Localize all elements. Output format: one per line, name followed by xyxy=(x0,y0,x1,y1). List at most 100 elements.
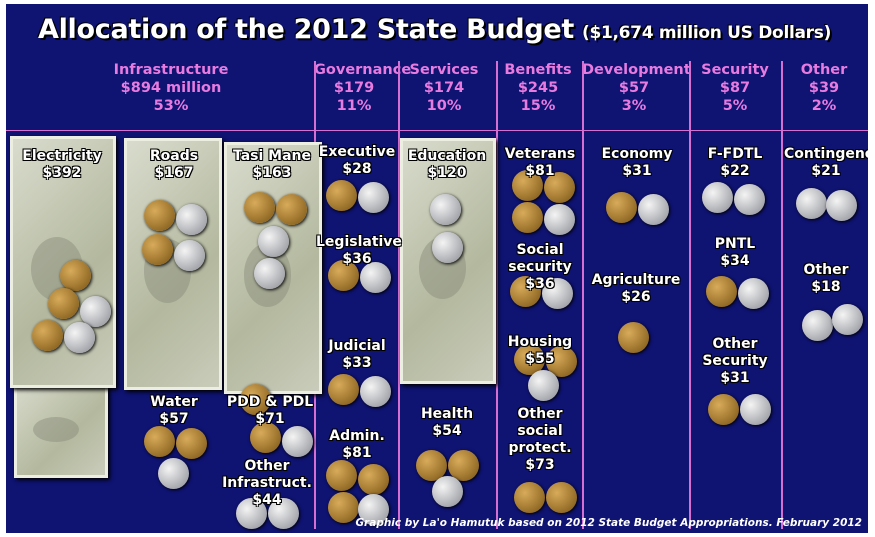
coin-image xyxy=(432,476,463,507)
item-health: Health $54 xyxy=(402,406,492,440)
item-amount: $18 xyxy=(786,279,866,296)
item-name: Roads xyxy=(132,148,216,165)
item-name: Education xyxy=(402,148,492,165)
category-amount: $39 xyxy=(786,79,862,97)
category-name: Security xyxy=(692,61,778,79)
coin-image xyxy=(276,194,307,225)
coin-image xyxy=(512,202,543,233)
item-name: Housing xyxy=(500,334,580,351)
coin-image xyxy=(740,394,771,425)
category-percent: 2% xyxy=(786,97,862,115)
item-amount: $163 xyxy=(226,165,318,182)
item-executive: Executive $28 xyxy=(318,144,396,178)
coin-image xyxy=(144,200,175,231)
category-name: Services xyxy=(404,61,484,79)
credit-line: Graphic by La'o Hamutuk based on 2012 St… xyxy=(355,517,862,529)
category-percent: 3% xyxy=(582,97,686,115)
category-percent: 53% xyxy=(96,97,246,115)
item-other: Other $18 xyxy=(786,262,866,296)
header-benefits: Benefits $245 15% xyxy=(497,61,579,115)
item-name: Admin. xyxy=(318,428,396,445)
item-amount: $71 xyxy=(220,411,320,428)
item-social-security: Social security $36 xyxy=(502,242,578,293)
coin-image xyxy=(158,458,189,489)
header-infrastructure: Infrastructure $894 million 53% xyxy=(96,61,246,115)
item-economy: Economy $31 xyxy=(590,146,684,180)
item-amount: $120 xyxy=(402,165,492,182)
category-name: Other xyxy=(786,61,862,79)
item-tasi-mane: Tasi Mane $163 xyxy=(226,148,318,182)
item-agriculture: Agriculture $26 xyxy=(586,272,686,306)
item-name: Tasi Mane xyxy=(226,148,318,165)
coin-image xyxy=(258,226,289,257)
coin-image xyxy=(328,492,359,523)
item-name: PNTL xyxy=(692,236,778,253)
item-legislative: Legislative $36 xyxy=(316,234,398,268)
item-amount: $36 xyxy=(316,251,398,268)
coin-image xyxy=(832,304,863,335)
coin-image xyxy=(528,370,559,401)
coin-image xyxy=(144,426,175,457)
item-other-social-protection: Other social protect. $73 xyxy=(504,406,576,474)
coin-image xyxy=(174,240,205,271)
item-amount: $21 xyxy=(784,163,868,180)
item-name: Judicial xyxy=(318,338,396,355)
title-text: Allocation of the 2012 State Budget xyxy=(38,14,574,45)
coin-image xyxy=(142,234,173,265)
budget-graphic: Allocation of the 2012 State Budget ($1,6… xyxy=(6,4,868,533)
coin-image xyxy=(734,184,765,215)
coin-image xyxy=(326,180,357,211)
item-judicial: Judicial $33 xyxy=(318,338,396,372)
item-education: Education $120 xyxy=(402,148,492,182)
coin-image xyxy=(702,182,733,213)
category-percent: 15% xyxy=(497,97,579,115)
coin-image xyxy=(638,194,669,225)
item-name: Other xyxy=(786,262,866,279)
item-name: Other Security xyxy=(696,336,774,370)
category-name: Development xyxy=(582,61,686,79)
column-divider xyxy=(496,61,498,529)
item-amount: $34 xyxy=(692,253,778,270)
coin-image xyxy=(796,188,827,219)
category-amount: $894 million xyxy=(96,79,246,97)
coin-image xyxy=(358,464,389,495)
coin-image xyxy=(328,374,359,405)
coin-image xyxy=(254,258,285,289)
column-divider xyxy=(689,61,691,529)
category-name: Infrastructure xyxy=(96,61,246,79)
item-housing: Housing $55 xyxy=(500,334,580,368)
column-divider xyxy=(781,61,783,529)
category-amount: $87 xyxy=(692,79,778,97)
item-name: F-FDTL xyxy=(692,146,778,163)
item-amount: $57 xyxy=(132,411,216,428)
category-percent: 5% xyxy=(692,97,778,115)
coin-image xyxy=(706,276,737,307)
coin-image xyxy=(546,482,577,513)
item-name: Veterans xyxy=(500,146,580,163)
category-percent: 10% xyxy=(404,97,484,115)
coin-image xyxy=(358,182,389,213)
coin-image xyxy=(514,482,545,513)
dollar-bill-image xyxy=(14,376,108,478)
coin-image xyxy=(430,194,461,225)
coin-image xyxy=(326,460,357,491)
coin-image xyxy=(826,190,857,221)
header-divider xyxy=(6,130,868,131)
item-amount: $36 xyxy=(502,276,578,293)
item-name: Social security xyxy=(502,242,578,276)
item-amount: $44 xyxy=(220,492,314,509)
item-name: Contingency xyxy=(784,146,868,163)
item-amount: $31 xyxy=(590,163,684,180)
item-name: Health xyxy=(402,406,492,423)
item-name: Legislative xyxy=(316,234,398,251)
item-amount: $392 xyxy=(20,165,104,182)
item-name: Electricity xyxy=(20,148,104,165)
item-pdd-pdl: PDD & PDL $71 xyxy=(220,394,320,428)
item-amount: $31 xyxy=(696,370,774,387)
item-name: Executive xyxy=(318,144,396,161)
item-amount: $55 xyxy=(500,351,580,368)
item-veterans: Veterans $81 xyxy=(500,146,580,180)
item-roads: Roads $167 xyxy=(132,148,216,182)
header-development: Development $57 3% xyxy=(582,61,686,115)
item-amount: $54 xyxy=(402,423,492,440)
